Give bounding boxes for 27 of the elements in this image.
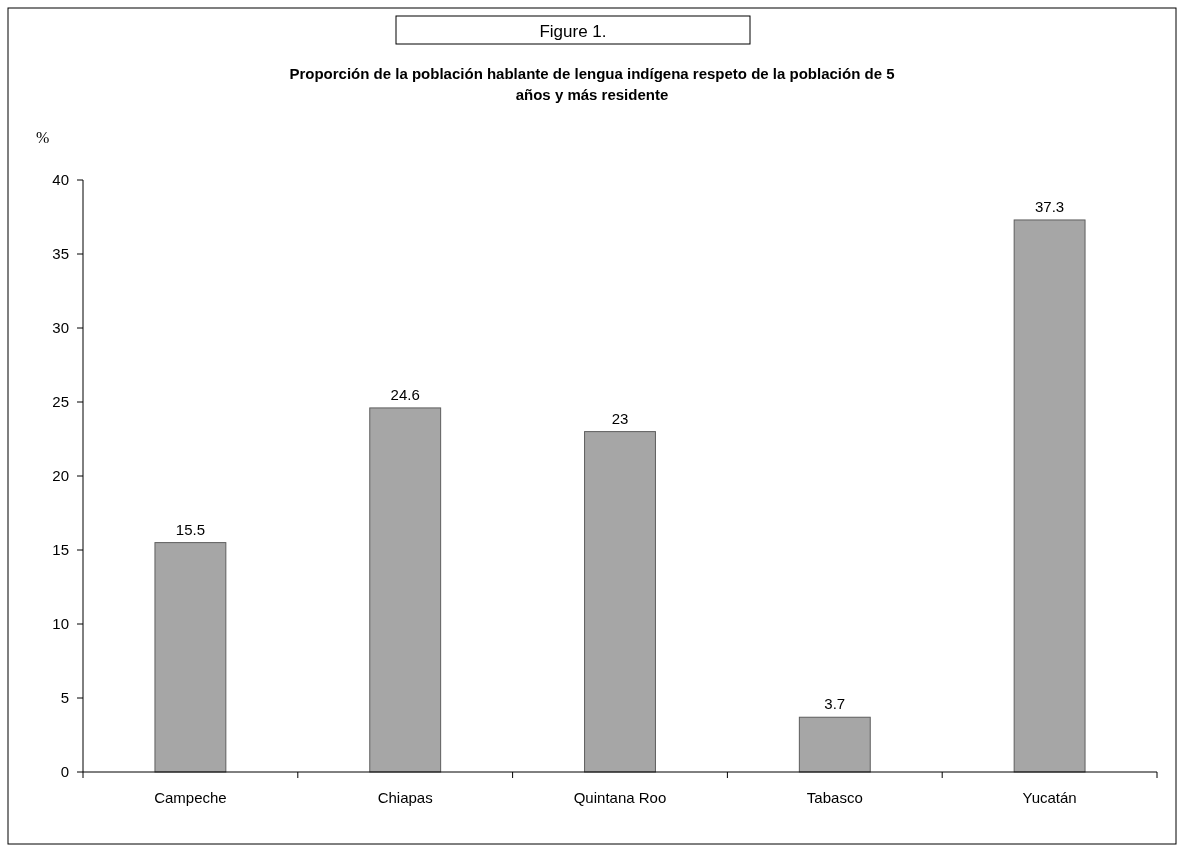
y-tick-label: 20: [52, 467, 69, 485]
chart-title: Figure 1.: [539, 22, 607, 41]
y-axis-title: %: [36, 129, 50, 146]
bar: [369, 407, 442, 773]
data-label: 37.3: [1035, 197, 1065, 215]
y-tick-label: 35: [52, 245, 69, 263]
chart-subtitle: Proporción de la población hablante de lengua indígena respeto de la población de 5 años y más residente: [289, 65, 895, 103]
bar: [1013, 219, 1086, 773]
x-tick-label: Yucatán: [1022, 789, 1077, 806]
bar: [584, 431, 656, 773]
data-label: 15.5: [175, 520, 205, 538]
x-tick-label: Quintana Roo: [573, 789, 667, 806]
data-label: 3.7: [824, 695, 846, 713]
bar: [154, 542, 227, 773]
y-tick-label: 30: [52, 319, 69, 337]
y-tick-label: 0: [60, 763, 69, 781]
y-tick-label: 15: [52, 541, 69, 559]
x-tick-label: Tabasco: [806, 789, 863, 806]
y-tick-label: 5: [60, 689, 69, 707]
y-tick-label: 10: [52, 615, 69, 633]
bar: [798, 716, 871, 773]
x-tick-label: Chiapas: [377, 789, 433, 806]
x-tick-label: Campeche: [154, 789, 227, 806]
data-label: 24.6: [390, 385, 420, 403]
y-tick-label: 25: [52, 393, 69, 411]
data-label: 23: [611, 409, 629, 427]
y-tick-label: 40: [52, 171, 69, 189]
